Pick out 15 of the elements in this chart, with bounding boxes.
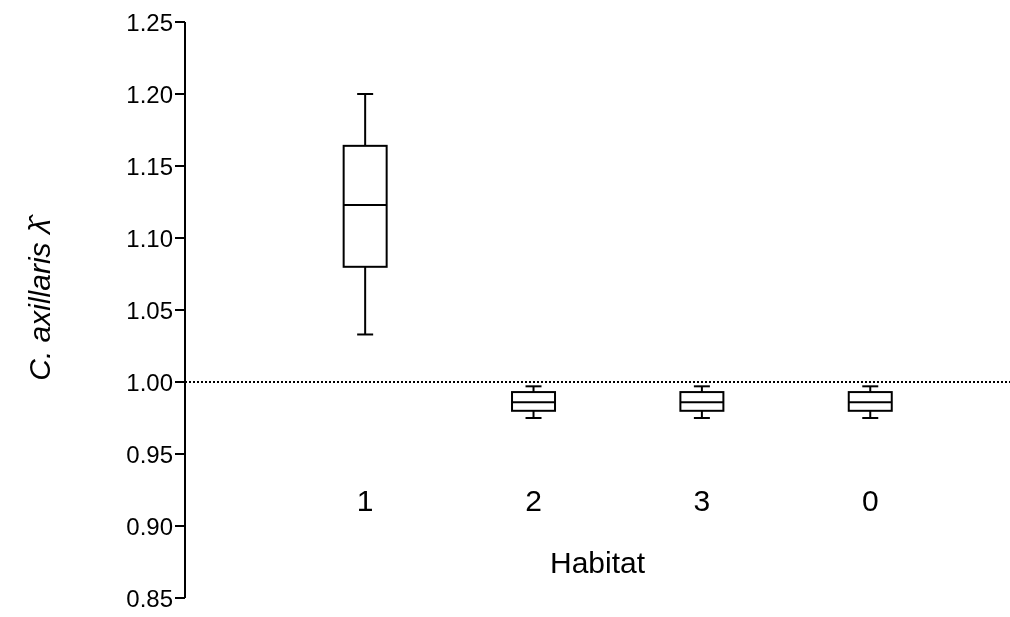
x-tick-label: 2	[525, 484, 542, 517]
x-tick-label: 0	[861, 484, 879, 517]
y-tick-label: 1.00	[126, 368, 173, 396]
y-tick-label: 1.15	[126, 152, 173, 180]
y-tick-label: 0.85	[126, 584, 173, 612]
y-axis-title: C. axillaris λ̂	[23, 214, 56, 381]
x-axis-title: Habitat	[549, 546, 646, 579]
y-tick-label: 0.95	[126, 440, 173, 468]
x-tick-label: 3	[693, 484, 711, 517]
y-tick-label: 1.10	[126, 224, 173, 252]
y-tick-label: 1.25	[126, 8, 173, 36]
y-tick-label: 1.05	[126, 296, 173, 324]
x-tick-label: 1	[356, 484, 374, 517]
y-tick-label: 0.90	[126, 512, 173, 540]
y-tick-label: 1.20	[126, 80, 173, 108]
